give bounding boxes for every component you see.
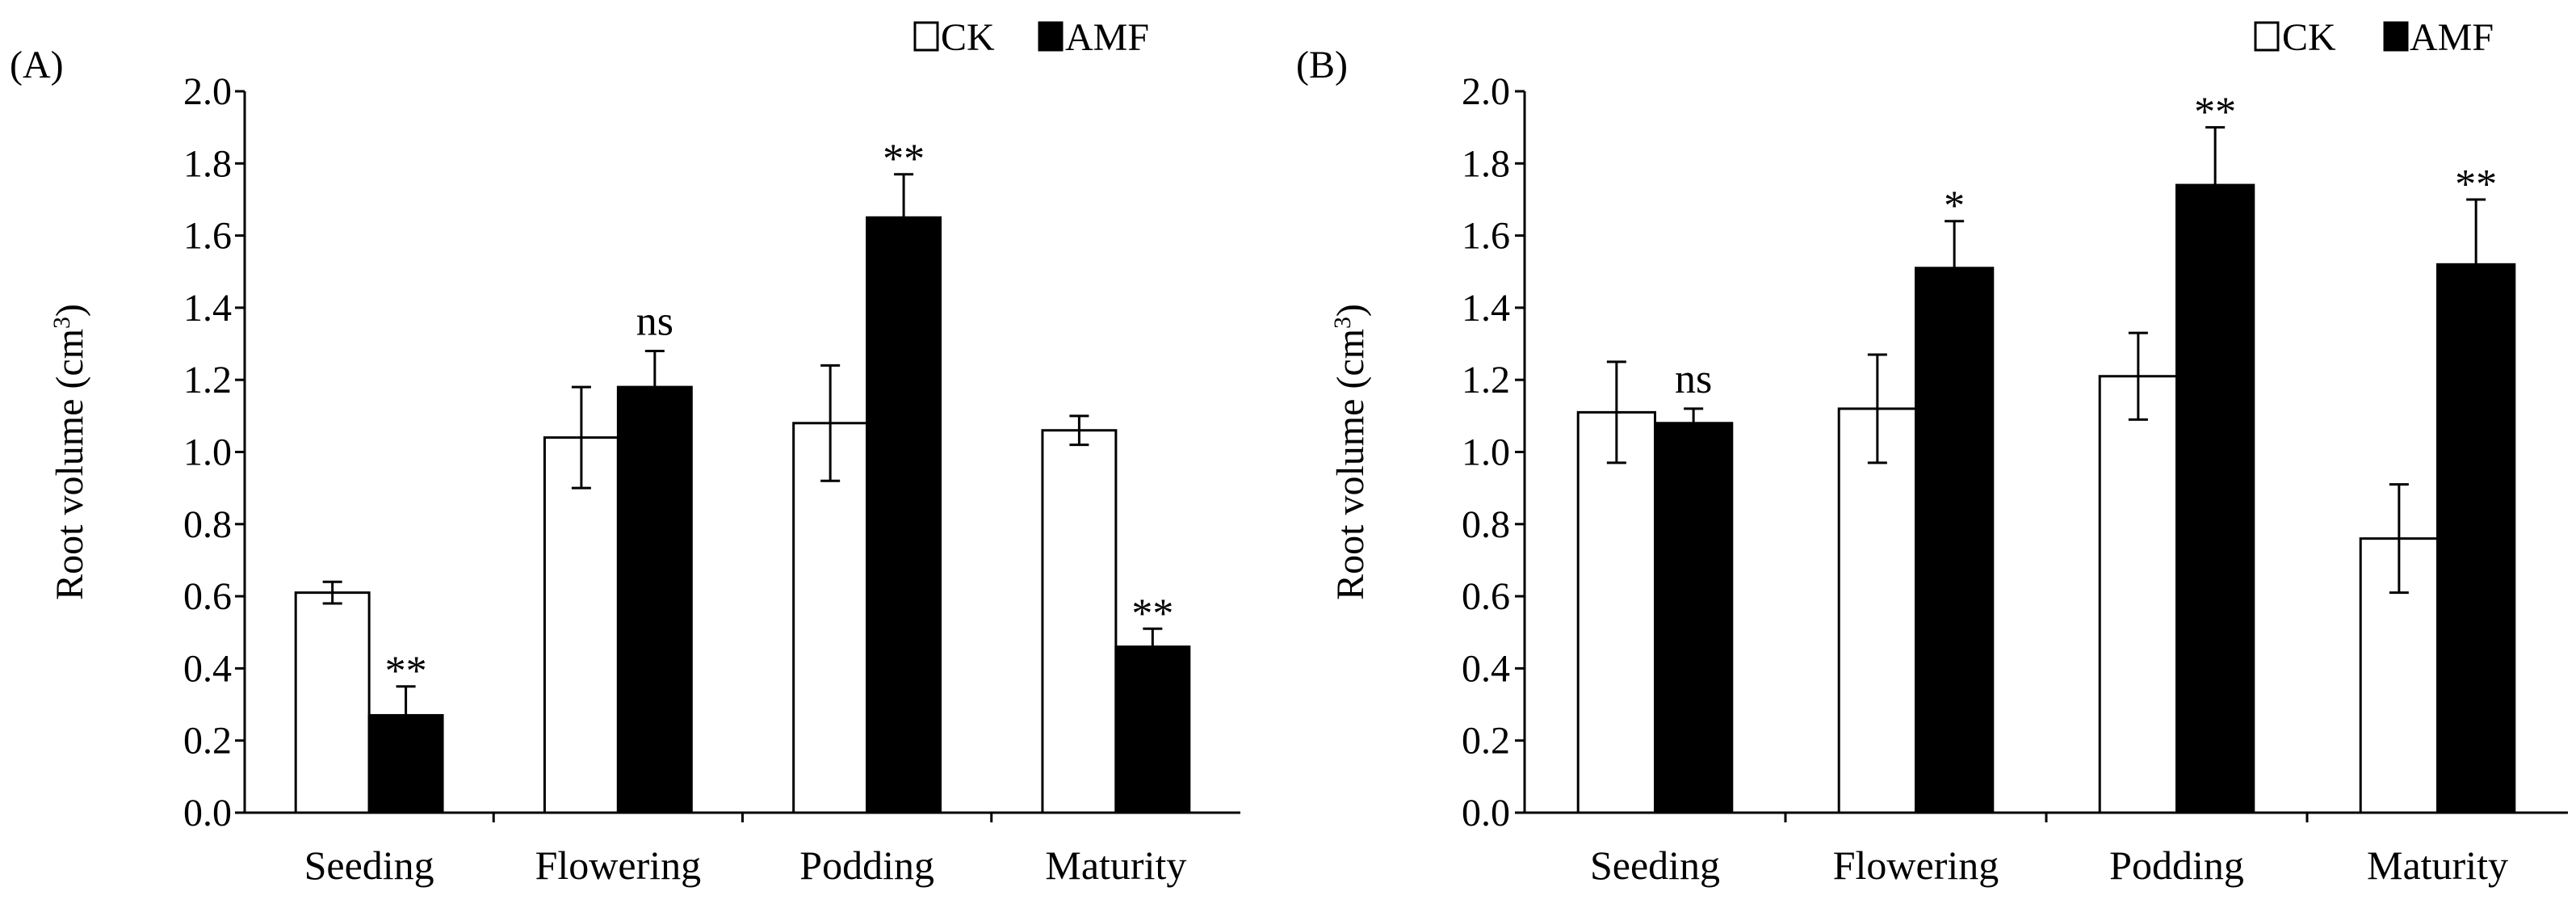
significance-label: ** — [385, 649, 427, 695]
bar-amf — [367, 713, 444, 814]
y-axis-title: Root volume (cm3) — [1329, 304, 1373, 600]
y-tick-label: 1.6 — [183, 215, 232, 258]
x-tick-label: Seeding — [1590, 843, 1720, 888]
legend-label-ck: CK — [941, 16, 995, 59]
bar-amf — [1915, 267, 1995, 814]
bar-amf — [616, 385, 693, 814]
bar-ck — [1837, 407, 1918, 814]
x-tick-label: Flowering — [535, 843, 702, 888]
y-tick-label: 1.2 — [183, 359, 232, 401]
y-tick-label: 1.0 — [1462, 431, 1510, 474]
y-axis-title: Root volume (cm3) — [48, 304, 92, 600]
legend-label-amf: AMF — [2410, 16, 2494, 59]
panel-label: (B) — [1296, 44, 1348, 86]
legend-swatch-ck — [2254, 21, 2280, 52]
y-tick-label: 0.2 — [1462, 720, 1510, 763]
y-tick-label: 0.0 — [183, 792, 232, 834]
y-tick-label: 1.4 — [1462, 287, 1510, 330]
y-tick-label: 0.4 — [1462, 647, 1510, 690]
panel-label: (A) — [10, 44, 64, 86]
y-tick-label: 0.2 — [183, 720, 232, 763]
significance-label: * — [1944, 183, 1965, 229]
y-tick-label: 0.4 — [183, 647, 232, 690]
legend-swatch-amf — [1038, 21, 1064, 52]
y-tick-label: 0.6 — [1462, 575, 1510, 618]
bar-amf — [2175, 183, 2255, 814]
bar-amf — [866, 216, 942, 814]
y-tick-label: 0.6 — [183, 575, 232, 618]
x-tick-label: Flowering — [1833, 843, 1999, 888]
significance-label: ** — [2455, 162, 2497, 208]
bar-ck — [543, 436, 619, 814]
legend-label-ck: CK — [2282, 16, 2336, 59]
significance-label: ns — [636, 298, 673, 344]
y-tick-label: 0.8 — [183, 503, 232, 546]
legend-swatch-ck — [913, 21, 939, 52]
x-tick-label: Seeding — [304, 843, 434, 888]
significance-label: ** — [2194, 90, 2236, 136]
y-tick-label: 1.2 — [1462, 359, 1510, 401]
chart-panel-0: (A) Root volume (cm3) 0.0 0.2 0.4 0.6 0.8 1.0 1.… — [10, 16, 1240, 888]
bar-ck — [294, 591, 371, 814]
chart-panel-1: (B) Root volume (cm3) 0.0 0.2 0.4 0.6 0.8 1.0 1.… — [1296, 16, 2568, 888]
x-tick-label: Podding — [799, 843, 934, 888]
y-tick-label: 2.0 — [1462, 70, 1510, 113]
bar-ck — [1576, 410, 1656, 814]
y-tick-label: 1.8 — [1462, 142, 1510, 185]
bar-amf — [1654, 422, 1734, 814]
bar-ck — [1041, 429, 1118, 814]
legend-label-amf: AMF — [1065, 16, 1149, 59]
y-tick-label: 0.0 — [1462, 792, 1510, 834]
significance-label: ** — [1131, 591, 1173, 637]
bar-ck — [2098, 375, 2179, 814]
bar-amf — [2436, 263, 2516, 814]
x-tick-label: Maturity — [2367, 843, 2508, 888]
y-tick-label: 1.4 — [183, 287, 232, 330]
significance-label: ** — [883, 137, 925, 183]
legend-swatch-amf — [2383, 21, 2409, 52]
y-tick-label: 1.8 — [183, 142, 232, 185]
x-tick-label: Maturity — [1045, 843, 1186, 888]
bar-amf — [1114, 645, 1191, 814]
y-tick-label: 2.0 — [183, 70, 232, 113]
significance-label: ns — [1675, 356, 1712, 402]
y-tick-label: 0.8 — [1462, 503, 1510, 546]
y-tick-label: 1.6 — [1462, 215, 1510, 258]
y-tick-label: 1.0 — [183, 431, 232, 474]
x-tick-label: Podding — [2109, 843, 2244, 888]
